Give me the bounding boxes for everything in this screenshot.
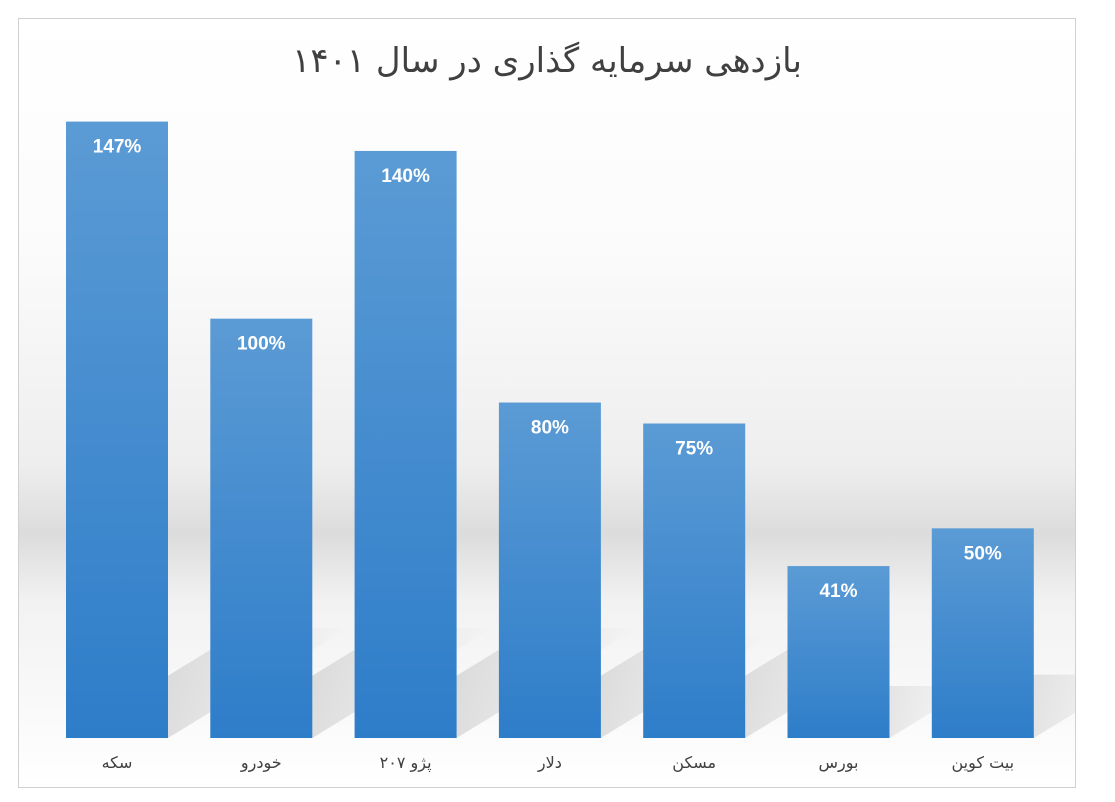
bar-value-label: 75%: [675, 439, 713, 460]
bar: [354, 150, 457, 738]
bar: [210, 318, 313, 738]
category-tick-label: سکه: [102, 753, 133, 772]
category-tick-label: مسکن: [672, 753, 716, 773]
bar-value-label: 100%: [237, 334, 286, 355]
bar: [66, 121, 168, 738]
bar-value-label: 41%: [819, 581, 857, 602]
bar-chart-plot: 147% 100% 140% 80% 75% 41% 50% سکه خودرو پژو ۲۰۷…: [66, 121, 1075, 773]
bar-value-label: 50%: [964, 543, 1002, 564]
category-tick-label: بورس: [819, 753, 859, 773]
category-tick-label: بیت کوین: [952, 753, 1015, 773]
bar-value-label: 140%: [381, 166, 430, 187]
category-tick-label: خودرو: [240, 753, 282, 773]
bar: [643, 423, 746, 738]
category-labels-group: سکه خودرو پژو ۲۰۷ دلار مسکن بورس بیت کوین: [102, 753, 1015, 773]
category-tick-label: دلار: [537, 753, 562, 773]
chart-title: بازدهی سرمایه گذاری در سال ۱۴۰۱: [292, 41, 802, 81]
bar: [498, 402, 601, 738]
bar-value-label: 147%: [93, 137, 142, 158]
bars-group: [66, 121, 1034, 738]
chart-frame: بازدهی سرمایه گذاری در سال ۱۴۰۱ 147% 100%…: [18, 18, 1076, 788]
bar-value-label: 80%: [531, 418, 569, 439]
bar: [787, 566, 890, 738]
value-labels-group: 147% 100% 140% 80% 75% 41% 50%: [93, 137, 1002, 602]
bar: [931, 528, 1034, 738]
category-tick-label: پژو ۲۰۷: [380, 753, 432, 773]
